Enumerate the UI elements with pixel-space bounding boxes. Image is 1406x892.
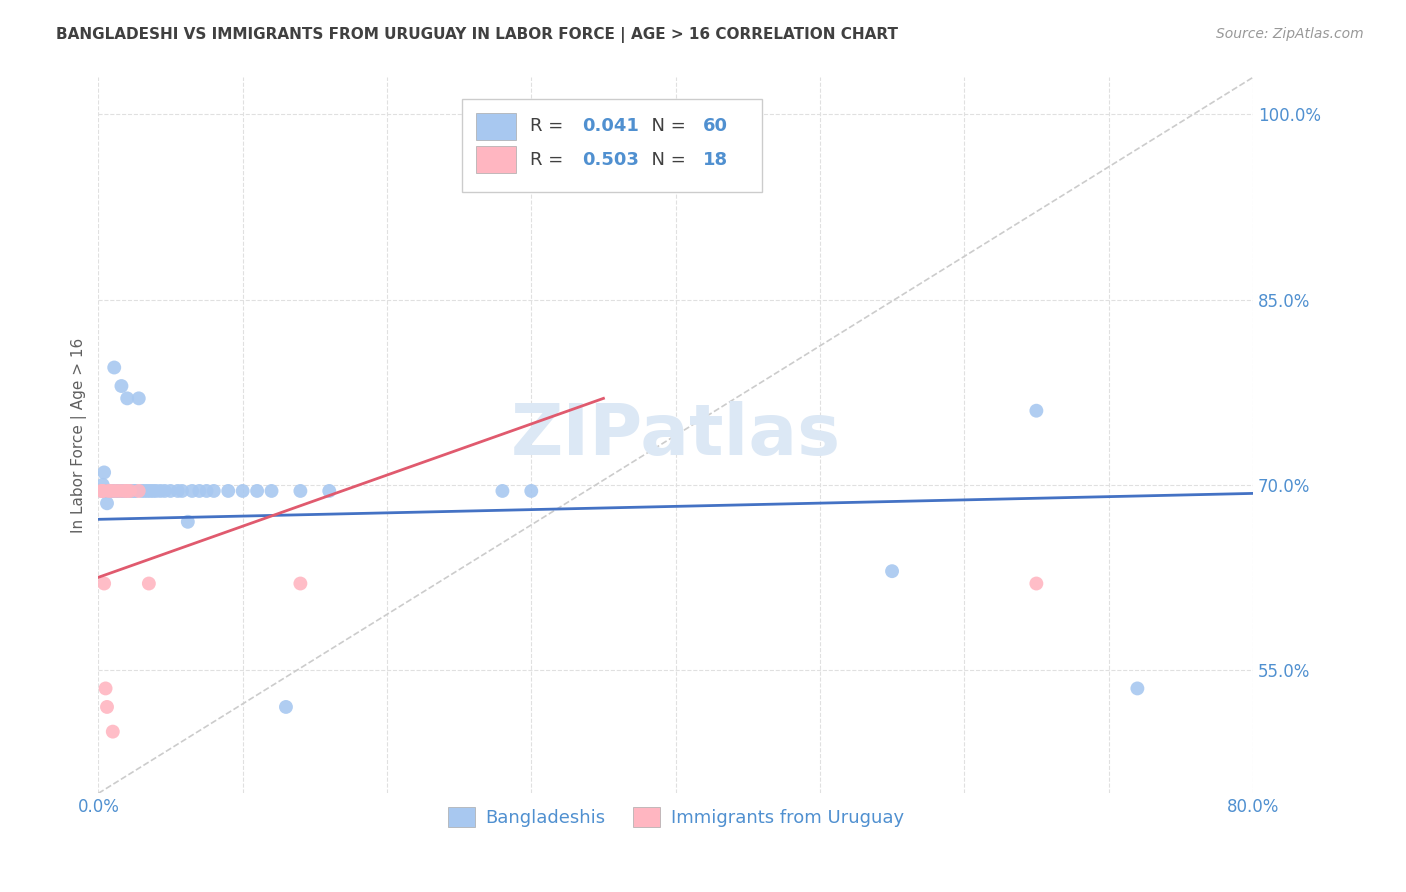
Text: 60: 60 [703,117,728,135]
Point [1025,403,1047,417]
Point [108,483,131,498]
Point [110,379,132,393]
Legend: Bangladeshis, Immigrants from Uruguay: Bangladeshis, Immigrants from Uruguay [440,800,911,834]
Point [94,483,117,498]
FancyBboxPatch shape [475,112,516,140]
Text: N =: N = [640,117,692,135]
Point [491,483,513,498]
Point [318,483,340,498]
Point [104,483,127,498]
Point [1025,576,1047,591]
Point [260,483,283,498]
Point [100,483,122,498]
Text: N =: N = [640,151,692,169]
Point [134,483,156,498]
Point [101,483,124,498]
Point [97,483,120,498]
Point [93,483,115,498]
Point [105,483,128,498]
Point [94,483,117,498]
Point [100,483,122,498]
Point [170,483,193,498]
Point [125,483,148,498]
FancyBboxPatch shape [463,99,762,192]
Point [115,483,138,498]
Point [91,483,114,498]
Point [101,724,124,739]
Point [114,483,136,498]
Point [159,483,181,498]
Point [104,483,127,498]
Point [90,483,112,498]
Point [103,360,125,375]
Text: 0.041: 0.041 [582,117,638,135]
Point [108,483,131,498]
Point [131,483,153,498]
Point [124,483,146,498]
Point [177,515,200,529]
Point [139,483,162,498]
Point [97,483,120,498]
Point [105,483,128,498]
Point [91,483,114,498]
Point [120,483,142,498]
Point [153,483,176,498]
Point [232,483,254,498]
Point [96,700,118,714]
Point [93,466,115,480]
Text: 0.503: 0.503 [582,151,638,169]
Point [1126,681,1149,696]
Text: 18: 18 [703,151,728,169]
Point [94,681,117,696]
Point [274,700,297,714]
Point [96,483,118,498]
Point [112,483,135,498]
Point [121,483,143,498]
FancyBboxPatch shape [475,146,516,173]
Point [149,483,172,498]
Point [142,483,165,498]
Text: BANGLADESHI VS IMMIGRANTS FROM URUGUAY IN LABOR FORCE | AGE > 16 CORRELATION CHA: BANGLADESHI VS IMMIGRANTS FROM URUGUAY I… [56,27,898,43]
Point [195,483,218,498]
Point [136,483,159,498]
Point [108,483,131,498]
Point [115,392,138,406]
Point [98,483,121,498]
Point [111,483,134,498]
Point [120,483,142,498]
Text: R =: R = [530,117,569,135]
Point [145,483,167,498]
Point [181,483,204,498]
Point [97,483,120,498]
Point [96,496,118,510]
Text: R =: R = [530,151,569,169]
Point [166,483,188,498]
Point [188,483,211,498]
Point [246,483,269,498]
Point [91,477,114,491]
Point [101,483,124,498]
Point [128,483,150,498]
Point [290,483,312,498]
Text: ZIPatlas: ZIPatlas [510,401,841,470]
Point [880,564,903,578]
Point [100,483,122,498]
Point [217,483,239,498]
Point [98,483,121,498]
Y-axis label: In Labor Force | Age > 16: In Labor Force | Age > 16 [72,338,87,533]
Point [128,392,150,406]
Point [290,576,312,591]
Text: Source: ZipAtlas.com: Source: ZipAtlas.com [1216,27,1364,41]
Point [202,483,225,498]
Point [112,483,135,498]
Point [90,483,112,498]
Point [138,576,160,591]
Point [93,576,115,591]
Point [520,483,543,498]
